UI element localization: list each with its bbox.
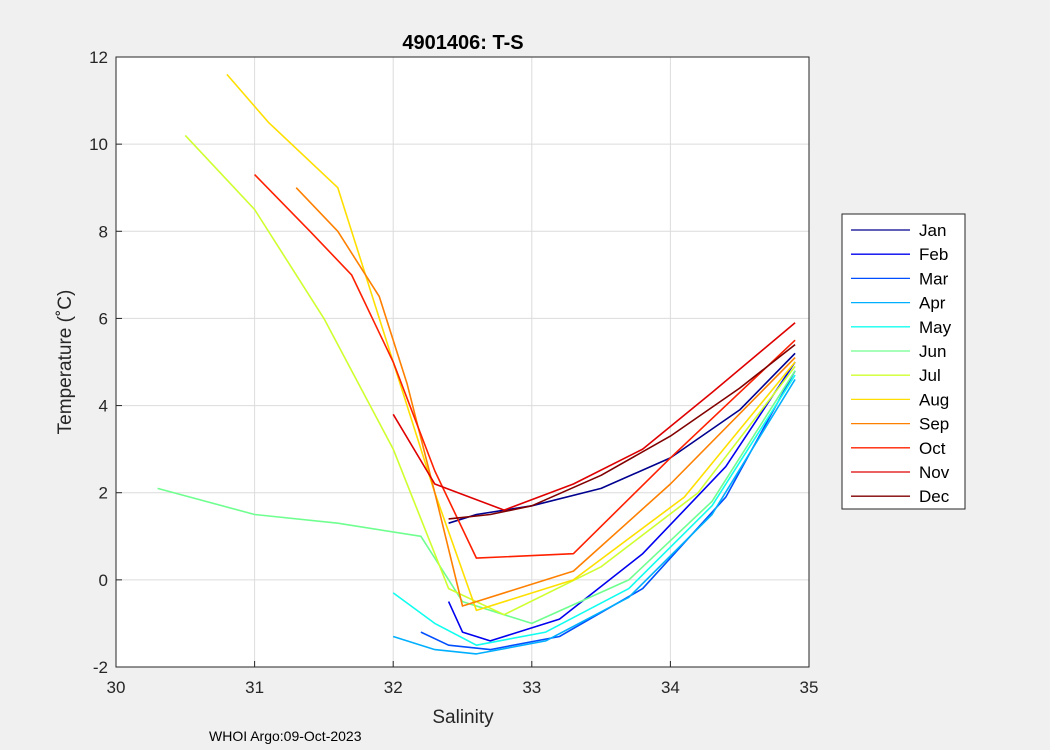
axes-box <box>115 56 810 668</box>
legend-label-oct: Oct <box>919 439 946 458</box>
x-tick-label: 32 <box>384 678 403 697</box>
x-tick-label: 35 <box>800 678 819 697</box>
legend: Jan Feb Mar Apr May Jun Jul Aug Sep Oct Nov Dec <box>841 213 966 510</box>
legend-label-dec: Dec <box>919 487 950 506</box>
series-line-oct <box>254 174 796 559</box>
y-tick-label: 8 <box>99 222 108 241</box>
legend-items: Jan Feb Mar Apr May Jun Jul Aug Sep Oct Nov Dec <box>851 221 952 506</box>
legend-label-jul: Jul <box>919 366 941 385</box>
x-tick-label: 33 <box>522 678 541 697</box>
chart-title: 4901406: T-S <box>402 32 523 54</box>
series-line-jun <box>157 370 796 625</box>
series-line-jul <box>184 134 796 616</box>
series-line-jan <box>448 352 796 524</box>
x-axis-label: Salinity <box>432 707 494 728</box>
y-tick-label: -2 <box>93 658 108 677</box>
series-line-sep <box>295 187 796 607</box>
legend-label-sep: Sep <box>919 415 949 434</box>
legend-label-aug: Aug <box>919 390 949 409</box>
y-tick-label: 2 <box>99 484 108 503</box>
legend-label-jan: Jan <box>919 221 946 240</box>
legend-label-jun: Jun <box>919 342 946 361</box>
legend-label-may: May <box>919 318 952 337</box>
tick-marks <box>115 56 810 668</box>
plot-area <box>157 73 796 655</box>
legend-box <box>841 213 966 510</box>
series-line-feb <box>447 361 796 642</box>
series-line-dec <box>448 343 796 520</box>
series-line-mar <box>420 370 796 651</box>
legend-label-nov: Nov <box>919 463 950 482</box>
footer-label: WHOI Argo:09-Oct-2023 <box>209 728 362 744</box>
series-line-nov <box>392 322 796 511</box>
y-tick-label: 4 <box>99 397 108 416</box>
series-line-may <box>392 374 796 647</box>
legend-label-apr: Apr <box>919 294 946 313</box>
tick-labels: 30 31 32 33 34 35 -2 0 2 4 6 8 10 12 <box>89 48 818 697</box>
y-tick-label: 12 <box>89 48 108 67</box>
axes-background <box>116 57 809 667</box>
x-tick-label: 30 <box>107 678 126 697</box>
series-line-apr <box>392 378 796 655</box>
legend-label-mar: Mar <box>919 269 949 288</box>
y-tick-label: 0 <box>99 571 108 590</box>
x-tick-label: 34 <box>661 678 680 697</box>
x-tick-label: 31 <box>245 678 264 697</box>
y-tick-label: 10 <box>89 135 108 154</box>
legend-label-feb: Feb <box>919 245 948 264</box>
y-tick-label: 6 <box>99 309 108 328</box>
y-axis-label: Temperature (˚C) <box>55 290 76 435</box>
